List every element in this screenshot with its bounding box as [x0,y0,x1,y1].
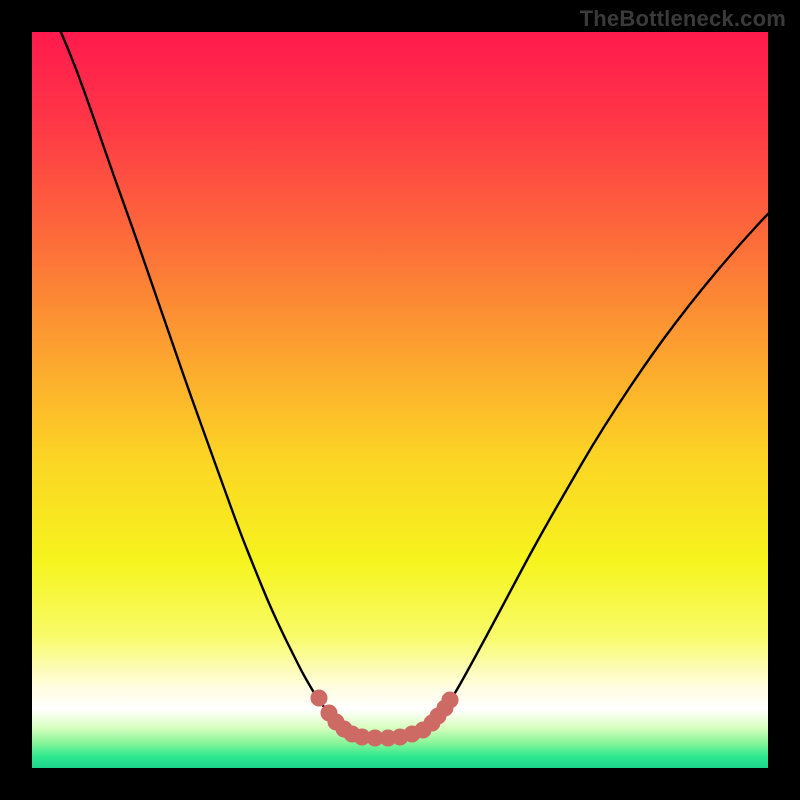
curve-line [60,30,770,737]
curve-marker [442,692,458,708]
curve-marker [311,690,327,706]
chart-container: TheBottleneck.com [0,0,800,800]
bottleneck-curve [0,0,800,800]
watermark-text: TheBottleneck.com [580,6,786,32]
